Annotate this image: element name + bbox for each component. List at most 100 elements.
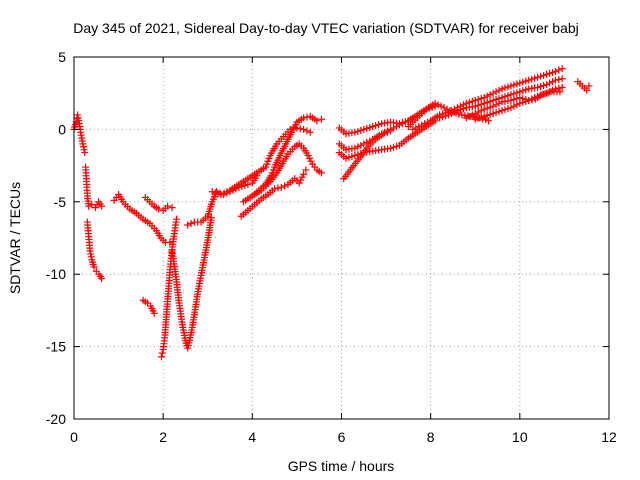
data-point — [462, 114, 470, 122]
data-point-interp — [555, 66, 563, 74]
data-point-interp — [492, 88, 500, 96]
data-point — [342, 154, 350, 162]
y-tick-label: 5 — [58, 49, 66, 65]
data-point-interp — [495, 99, 503, 107]
data-point — [516, 79, 524, 87]
data-point — [395, 121, 403, 129]
data-point — [507, 96, 515, 104]
data-point-interp — [528, 75, 536, 83]
data-point — [168, 204, 176, 212]
data-point-interp — [537, 82, 545, 90]
data-point-interp — [513, 95, 521, 103]
data-point — [436, 111, 444, 119]
series-arc-22 — [471, 83, 566, 123]
data-point-interp — [366, 123, 374, 131]
data-point — [480, 105, 488, 113]
data-point-interp — [214, 190, 222, 198]
data-point-interp — [401, 118, 409, 126]
data-point — [157, 353, 165, 361]
x-tick-label: 12 — [601, 429, 617, 445]
data-point — [173, 215, 181, 223]
series-arc-02 — [82, 163, 106, 212]
x-axis-label: GPS time / hours — [288, 458, 395, 474]
series-arc-13 — [237, 166, 310, 220]
data-point — [380, 130, 388, 138]
data-points — [70, 65, 593, 361]
data-point-interp — [303, 113, 311, 121]
data-point-interp — [546, 79, 554, 87]
data-point-interp — [483, 92, 491, 100]
data-point — [558, 75, 566, 83]
series-arc-03 — [83, 218, 106, 283]
y-axis-label: SDTVAR / TECUs — [7, 182, 23, 294]
data-point — [351, 128, 359, 136]
data-point-interp — [513, 101, 521, 109]
data-point — [90, 263, 98, 271]
data-point — [184, 221, 192, 229]
data-point — [369, 123, 377, 131]
data-point — [208, 188, 216, 196]
data-point-interp — [555, 75, 563, 83]
data-point — [507, 82, 515, 90]
data-point — [440, 104, 448, 112]
data-point — [558, 83, 566, 91]
data-point-interp — [474, 95, 482, 103]
data-point-interp — [439, 110, 447, 118]
data-point — [313, 117, 321, 125]
series-arc-23 — [574, 78, 593, 94]
data-point — [418, 121, 426, 129]
series-arc-06 — [139, 296, 158, 317]
data-point-interp — [549, 86, 557, 94]
data-point — [558, 65, 566, 73]
data-point — [556, 88, 564, 96]
y-tick-label: -10 — [46, 266, 66, 282]
data-point — [317, 115, 325, 123]
data-point-interp — [442, 109, 450, 117]
series-arc-20 — [409, 65, 566, 133]
data-point — [387, 144, 395, 152]
y-tick-label: -20 — [46, 411, 66, 427]
y-tick-label: -5 — [54, 194, 67, 210]
data-point-interp — [372, 122, 380, 130]
data-point-interp — [546, 69, 554, 77]
data-point-interp — [450, 105, 458, 113]
data-point — [462, 99, 470, 107]
data-point — [300, 114, 308, 122]
data-point-interp — [501, 84, 509, 92]
x-tick-label: 6 — [338, 429, 346, 445]
data-point — [534, 83, 542, 91]
data-point-interp — [537, 91, 545, 99]
data-point-interp — [398, 120, 406, 128]
series-arc-10 — [208, 124, 314, 199]
data-point-interp — [540, 90, 548, 98]
data-point-interp — [187, 220, 195, 228]
series-arc-17 — [340, 127, 395, 183]
data-point — [471, 96, 479, 104]
data-point-interp — [274, 184, 282, 192]
data-point-interp — [303, 127, 311, 135]
data-point-interp — [477, 107, 485, 115]
data-point-interp — [486, 91, 494, 99]
series-arc-05 — [141, 193, 176, 214]
data-point — [585, 82, 593, 90]
series-arc-08 — [168, 214, 215, 352]
x-tick-label: 8 — [427, 429, 435, 445]
data-point — [489, 89, 497, 97]
x-tick-label: 10 — [512, 429, 528, 445]
data-point — [351, 151, 359, 159]
x-tick-label: 2 — [159, 429, 167, 445]
data-point-interp — [504, 105, 512, 113]
data-point-interp — [522, 86, 530, 94]
data-point-interp — [492, 109, 500, 117]
grid — [74, 57, 609, 419]
data-point-interp — [510, 95, 518, 103]
data-point-interp — [519, 98, 527, 106]
data-point-interp — [522, 97, 530, 105]
data-point — [552, 85, 559, 93]
data-point-interp — [486, 110, 494, 118]
data-point-interp — [483, 111, 491, 119]
data-point-interp — [546, 88, 554, 96]
data-point — [498, 107, 506, 115]
data-point-interp — [477, 95, 485, 103]
data-point — [85, 202, 93, 210]
